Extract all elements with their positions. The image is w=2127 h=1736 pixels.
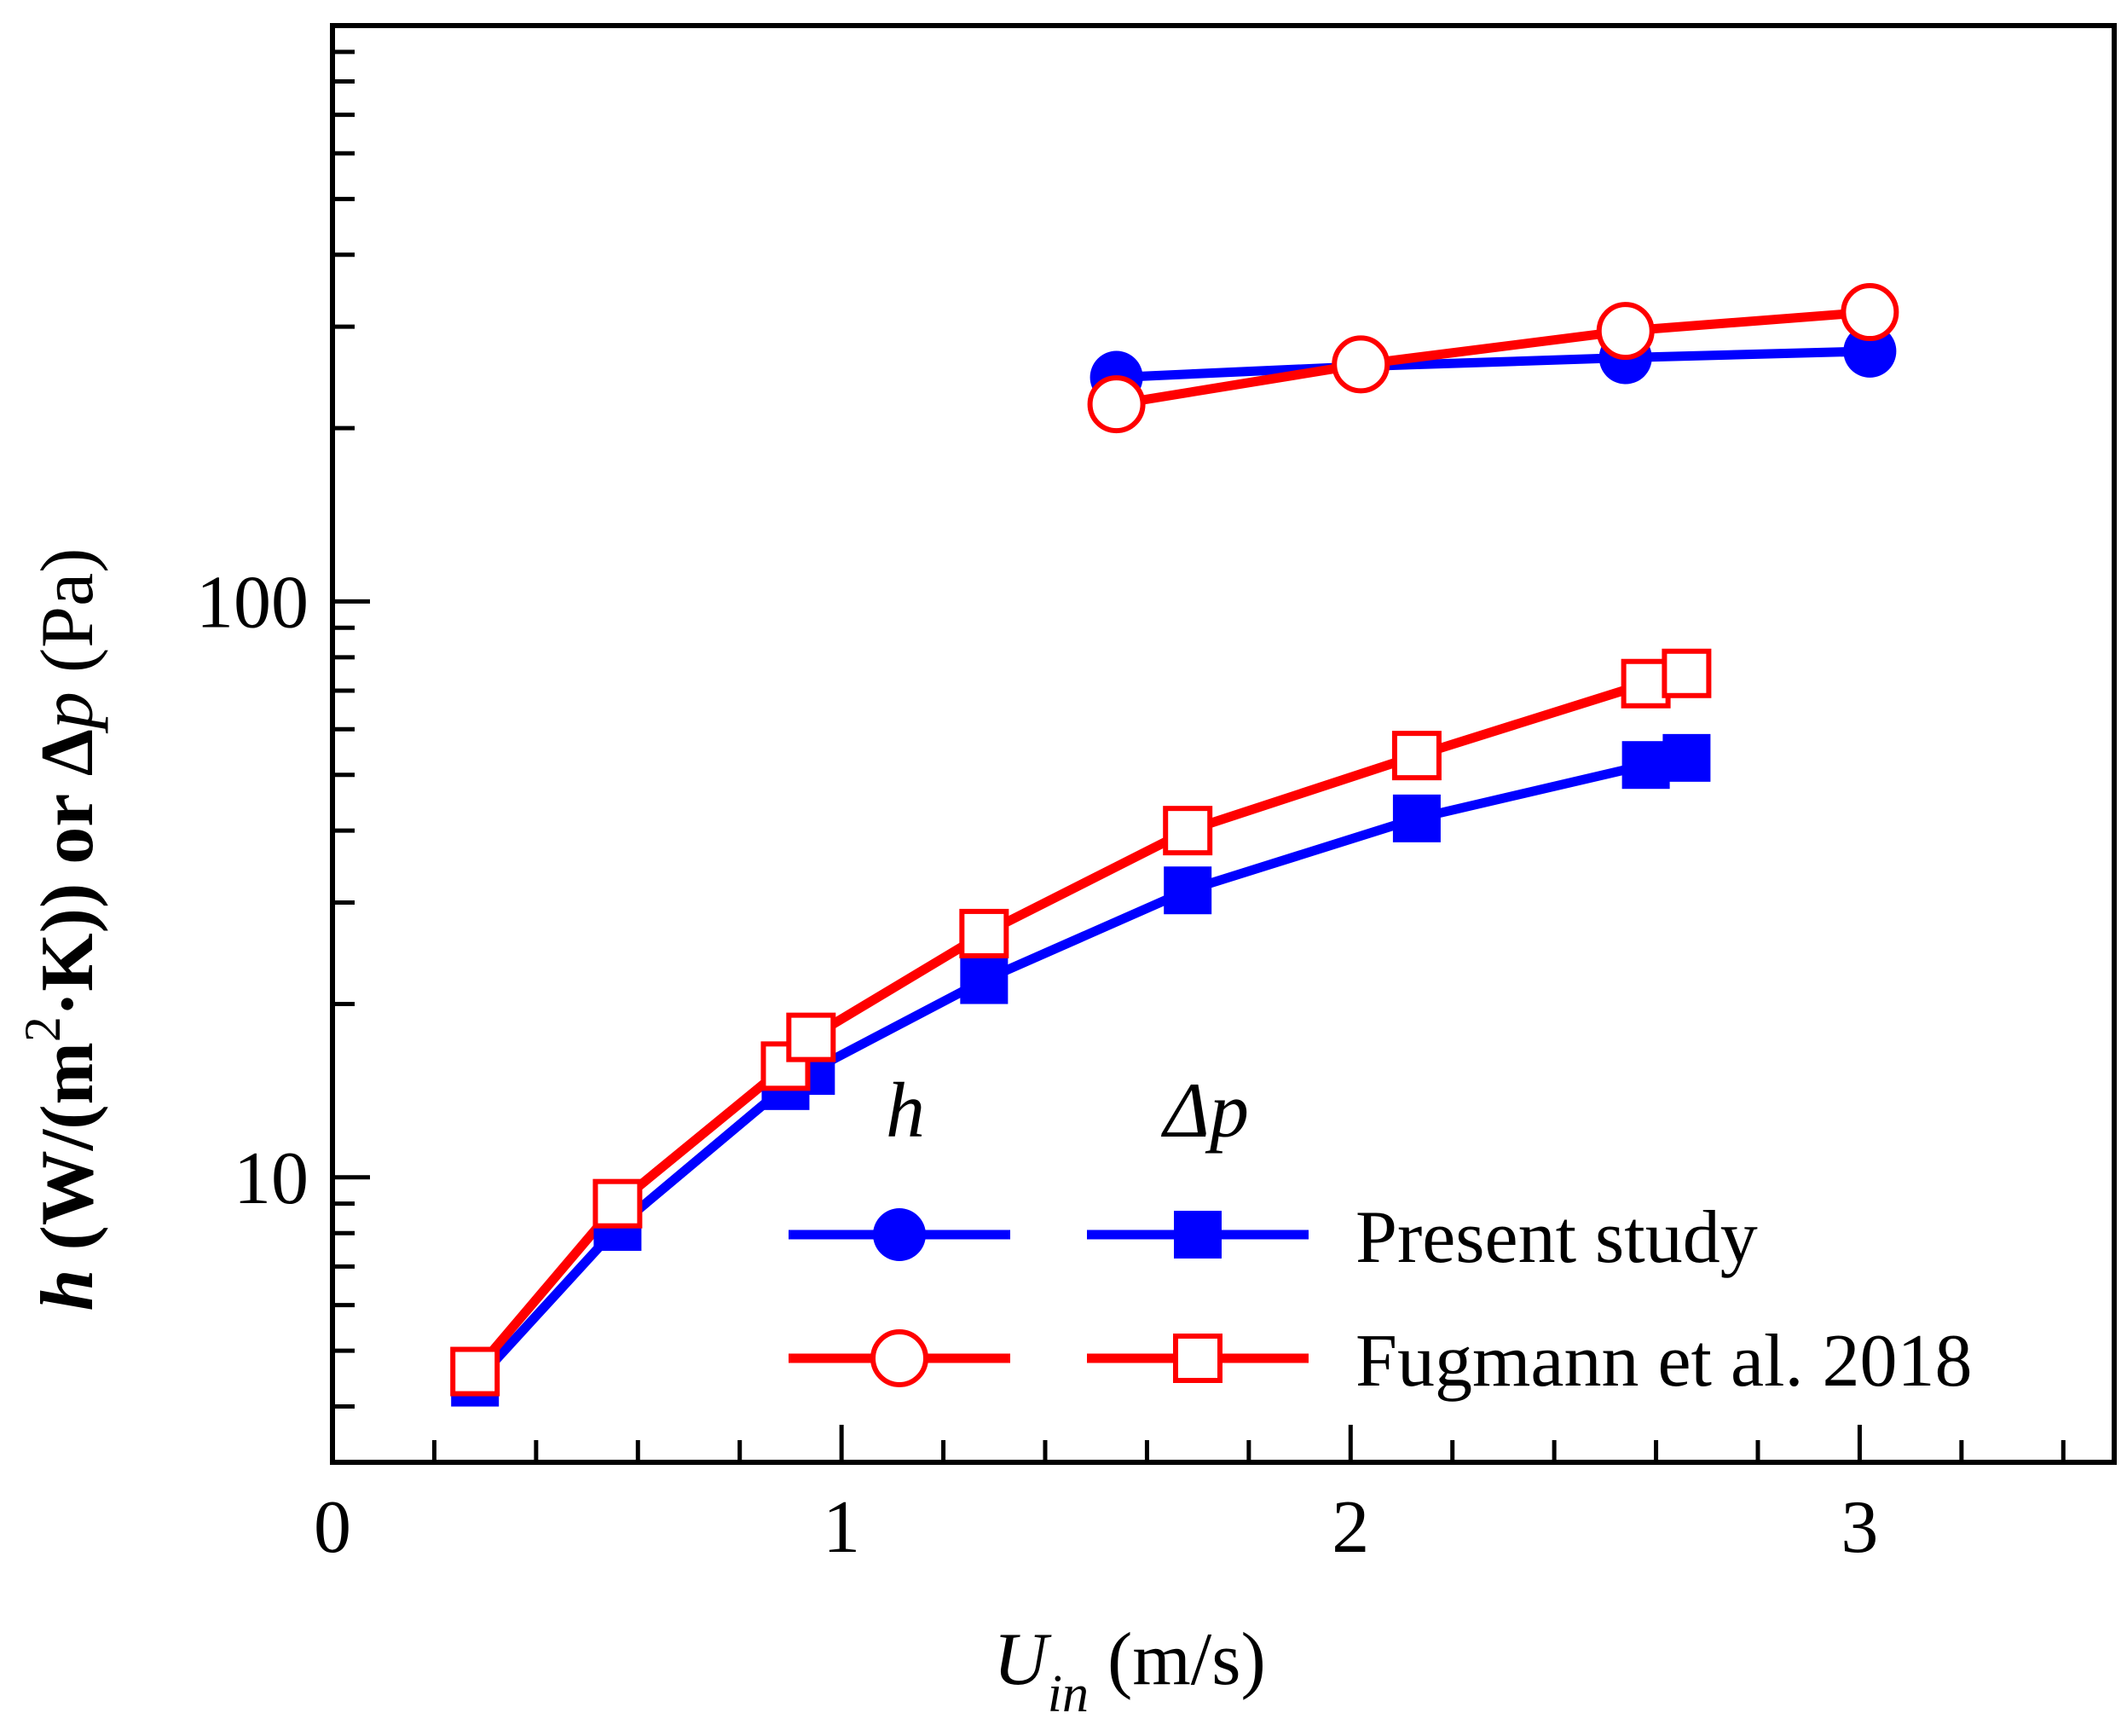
data-point-dp-present [1392,794,1441,842]
legend-marker-dp-present [1174,1211,1222,1259]
data-point-dp-fugmann [1163,806,1213,856]
data-point-h-fugmann [1332,335,1390,394]
data-point-dp-present [1621,741,1670,790]
data-point-dp-present [960,956,1009,1004]
data-point-dp-fugmann [1662,648,1712,698]
y-tick-label: 100 [196,561,309,644]
x-tick-label: 0 [314,1486,351,1569]
data-point-dp-fugmann [592,1178,643,1229]
data-point-h-fugmann [1596,302,1655,361]
axes-frame [330,23,2117,1465]
axis-ticks: 0 1 2 3 10 100 [196,23,2066,1569]
data-point-dp-present [1662,733,1711,782]
series-line-0 [1116,346,1870,383]
legend-label-present: Present study [1355,1196,1758,1279]
legend-label-fugmann: Fugmann et al. 2018 [1355,1320,1972,1403]
data-point-dp-fugmann [959,908,1009,958]
data-series [450,283,1899,1407]
series-line-2 [471,753,1688,1386]
data-point-h-fugmann [1841,283,1899,342]
data-point-dp-fugmann [1391,731,1442,781]
data-point-dp-fugmann [786,1012,836,1062]
legend-marker-h-present [873,1208,926,1261]
data-point-dp-fugmann [1621,658,1671,709]
plot-frame [330,23,2117,1465]
y-tick-label: 10 [234,1137,309,1220]
data-point-h-fugmann [1087,375,1146,434]
y-axis-title: h (W/(m2·K)) or Δp (Pa) [14,548,109,1311]
data-point-h-present [1843,324,1897,378]
x-axis-title: Uin (m/s) [993,1618,1266,1723]
legend-header-dp: Δp [1160,1067,1249,1154]
x-tick-label: 1 [823,1486,860,1569]
data-point-dp-fugmann [450,1346,500,1397]
legend-header-h: h [886,1067,925,1154]
x-tick-label: 3 [1841,1486,1878,1569]
legend-marker-dp-fugmann [1173,1334,1222,1383]
data-point-dp-present [1164,866,1212,915]
legend: h Δp Present study Fugmann et al. 2018 [789,1067,1972,1403]
x-tick-label: 2 [1332,1486,1369,1569]
series-line-1 [1115,307,1870,409]
legend-marker-h-fugmann [870,1329,928,1387]
